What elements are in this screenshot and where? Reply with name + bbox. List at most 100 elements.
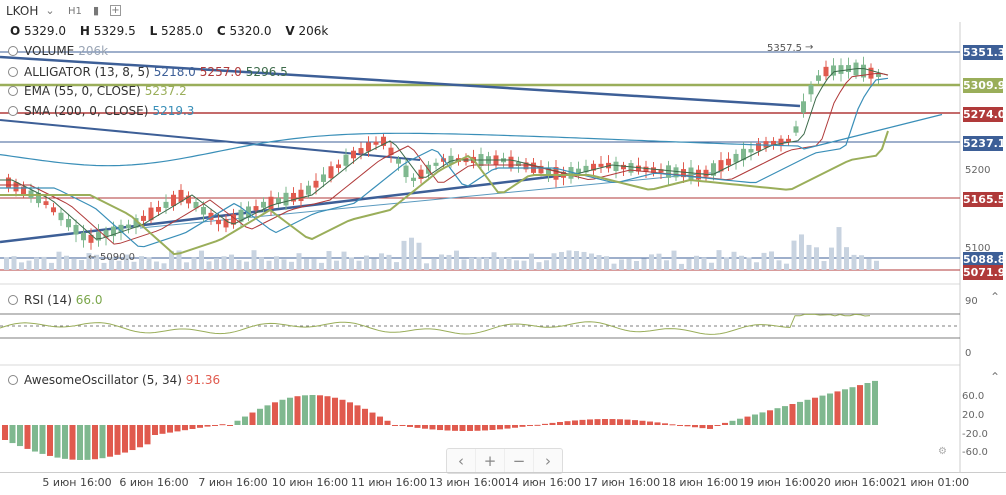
ao-bar <box>129 425 136 451</box>
visibility-toggle-icon[interactable] <box>8 106 18 116</box>
add-square-icon[interactable]: + <box>110 5 121 16</box>
trend-line <box>0 55 801 108</box>
volume-bar <box>671 250 677 270</box>
ao-bar <box>392 425 398 426</box>
ao-title[interactable]: AwesomeOscillator (5, 34) 91.36 <box>8 373 220 387</box>
scroll-left-button[interactable]: ‹ <box>447 449 476 473</box>
volume-bar <box>566 250 572 270</box>
ao-tick-neg60: -60.0 <box>962 447 988 458</box>
volume-bar <box>229 254 234 270</box>
candle-body <box>253 206 259 211</box>
volume-bar <box>191 257 197 270</box>
volume-bar <box>769 251 774 270</box>
ao-bar <box>452 425 458 431</box>
ao-bar <box>437 425 443 431</box>
candle-body <box>133 218 139 228</box>
candle-body <box>283 192 289 206</box>
volume-bar <box>491 252 497 270</box>
candle-body <box>748 149 754 153</box>
candle-body <box>388 147 394 155</box>
volume-bar <box>746 257 752 270</box>
ao-bar <box>579 419 586 425</box>
candle-body <box>246 206 251 218</box>
ao-bar <box>347 402 353 425</box>
zoom-out-button[interactable]: − <box>505 449 534 473</box>
ao-bar <box>699 425 706 429</box>
ao-bar <box>812 397 818 425</box>
candle-body <box>238 209 244 222</box>
volume-bar <box>169 250 174 270</box>
legend-sma[interactable]: SMA (200, 0, CLOSE) 5219.3 <box>8 104 194 120</box>
volume-bar <box>304 259 309 270</box>
volume-bar <box>116 260 122 270</box>
candle-body <box>711 163 716 176</box>
volume-bar <box>806 244 812 270</box>
legend-volume[interactable]: VOLUME 206k <box>8 44 108 60</box>
collapse-rsi-icon[interactable]: ⌃ <box>989 290 1001 304</box>
ao-bar <box>332 397 338 425</box>
symbol-name[interactable]: LKOH <box>6 4 39 18</box>
ao-bar <box>159 425 166 434</box>
candle-body <box>396 158 401 164</box>
time-label: 6 июн 16:00 <box>119 476 189 489</box>
candle-body <box>621 164 626 170</box>
volume-bar <box>94 254 99 270</box>
ao-bar <box>587 419 593 425</box>
scroll-right-button[interactable]: › <box>545 452 551 470</box>
visibility-toggle-icon[interactable] <box>8 46 18 56</box>
ao-bar <box>549 422 556 425</box>
ao-tick-20: 20.0 <box>962 410 985 421</box>
ao-bar <box>309 395 316 425</box>
legend-ema[interactable]: EMA (55, 0, CLOSE) 5237.2 <box>8 84 187 100</box>
chevron-down-icon[interactable]: ⌄ <box>45 4 55 17</box>
ao-bar <box>264 405 271 425</box>
volume-bar <box>596 255 602 270</box>
time-label: 14 июн 16:00 <box>504 476 582 489</box>
bar-chart-icon[interactable]: ▮ <box>92 4 100 17</box>
rsi-title[interactable]: RSI (14) 66.0 <box>8 293 103 307</box>
price-label-sma: 5237.1 <box>963 136 1006 151</box>
timeframe-selector[interactable]: H1 <box>68 6 82 17</box>
ao-bar <box>429 425 436 430</box>
legend-alligator[interactable]: ALLIGATOR (13, 8, 5) 5218.0 5257.0 5296.5 <box>8 65 288 81</box>
ao-bar <box>744 416 751 425</box>
volume-bar <box>506 257 512 270</box>
rsi-line <box>0 313 871 335</box>
volume-bar <box>394 262 399 270</box>
ao-bar <box>422 425 428 429</box>
ao-bar <box>729 420 736 425</box>
visibility-toggle-icon[interactable] <box>8 67 18 77</box>
volume-bar <box>416 242 422 270</box>
ao-bar <box>362 408 368 425</box>
volume-bar <box>259 257 264 270</box>
volume-bar <box>139 256 144 270</box>
settings-gear-icon[interactable]: ⚙ <box>938 446 947 457</box>
collapse-ao-icon[interactable]: ⌃ <box>989 370 1001 384</box>
volume-bar <box>581 251 587 270</box>
ao-bar <box>9 425 16 444</box>
volume-bar <box>146 257 152 270</box>
arrow-left-icon: ← <box>88 252 97 263</box>
volume-bar <box>694 255 699 270</box>
time-label: 20 июн 16:00 <box>816 476 894 489</box>
volume-bar <box>649 254 654 270</box>
visibility-toggle-icon[interactable] <box>8 295 18 305</box>
candle-body <box>508 156 514 168</box>
candle-body <box>643 166 649 172</box>
ao-bar <box>602 419 608 425</box>
visibility-toggle-icon[interactable] <box>8 375 18 385</box>
zoom-in-button[interactable]: + <box>476 449 505 473</box>
candle-body <box>523 162 529 170</box>
candle-body <box>103 230 109 238</box>
ao-bar <box>759 412 766 425</box>
ao-bar <box>564 421 571 425</box>
visibility-toggle-icon[interactable] <box>8 86 18 96</box>
ao-bar <box>489 425 496 430</box>
time-label: 17 июн 16:00 <box>583 476 661 489</box>
volume-bar <box>604 256 609 270</box>
price-label-support: 5165.5 <box>963 192 1006 207</box>
time-label: 10 июн 16:00 <box>271 476 349 489</box>
candle-body <box>598 163 604 167</box>
low-annotation: 5090.0 <box>100 252 135 263</box>
